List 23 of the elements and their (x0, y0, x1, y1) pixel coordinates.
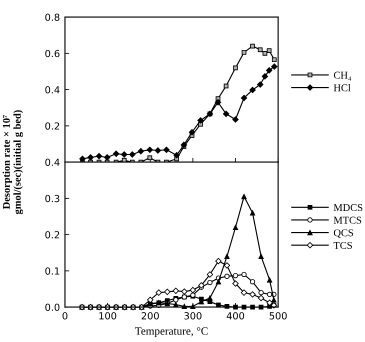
x-tick-label: 300 (184, 312, 202, 320)
legend-label: CH₄ (334, 72, 352, 81)
x-axis-title: Temperature, °C (135, 327, 208, 338)
x-tick-label: 200 (142, 312, 159, 320)
y-tick-label: 0.3 (45, 194, 60, 202)
y-tick-label: 0.2 (45, 231, 60, 238)
y-tick-label: 0.8 (45, 14, 60, 21)
legend-label: QCS (334, 229, 354, 238)
y-axis-title: Desorption rate × 10⁷ gmol/(sec)(initial g bed) (2, 110, 23, 214)
y-tick-label: 0.2 (45, 122, 60, 130)
legend-label: MDCS (334, 204, 362, 212)
y-tick-label: 0.0 (45, 304, 60, 311)
x-tick-label: 500 (270, 312, 287, 320)
legend-label: HCl (334, 84, 351, 92)
y-tick-label: 0.4 (45, 86, 60, 94)
x-tick-label: 0 (62, 312, 68, 320)
y-tick-label: 0.6 (45, 50, 60, 58)
y-tick-label: 0.1 (45, 267, 60, 275)
legend-label: MTCS (334, 216, 362, 224)
x-tick-label: 100 (99, 312, 116, 320)
y-tick-label: 0.4 (45, 158, 60, 166)
x-tick-label: 400 (226, 312, 244, 320)
legend-label: TCS (334, 242, 352, 249)
